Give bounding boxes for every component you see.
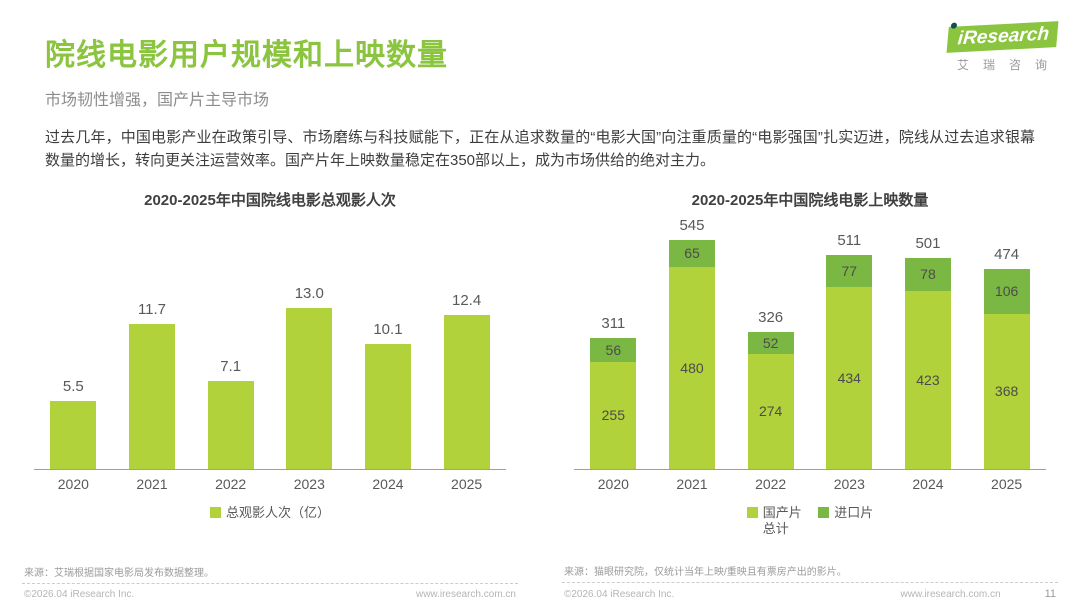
source-note: 来源：艾瑞根据国家电影局发布数据整理。: [24, 568, 214, 579]
x-axis-labels: 2020 2021 2022 2023 2024 2025: [34, 476, 506, 492]
bar-segment: 65: [668, 239, 715, 267]
bar-group: 474 106 368: [983, 245, 1030, 469]
bar-value-label: 13.0: [294, 284, 324, 302]
bar: [443, 314, 490, 469]
x-axis-label: 2024: [372, 475, 404, 492]
bar-segment: 52: [747, 331, 794, 354]
legend-swatch: [209, 506, 221, 518]
x-axis-label: 2023: [833, 475, 865, 492]
bar-value-label: 501: [915, 234, 941, 252]
header: 院线电影用户规模和上映数量 市场韧性增强，国产片主导市场 iResearch 艾…: [0, 0, 1080, 110]
x-axis-label: 2025: [991, 475, 1023, 492]
legend-swatch: [818, 506, 830, 518]
bar-segment: 77: [826, 254, 873, 287]
bar-group: 13.0: [286, 284, 333, 469]
legend-swatch: [746, 506, 758, 518]
chart-title: 2020-2025年中国院线电影总观影人次: [144, 191, 396, 209]
bar-value-label: 511: [837, 231, 862, 249]
logo-chinese-name: 艾瑞咨询: [956, 58, 1061, 72]
bar-group: 326 52 274: [747, 308, 794, 469]
legend: 国产片总计 进口片: [562, 505, 1058, 539]
bar-segment: 106: [983, 268, 1030, 314]
bar-segment: 255: [590, 361, 637, 469]
chart-total-attendance: 2020-2025年中国院线电影总观影人次 5.5 11.7 7.1 13.0 10.1…: [0, 179, 540, 608]
footer-copyright: ©2026.04 iResearch Inc.: [24, 589, 135, 600]
bar-value-label: 545: [679, 216, 705, 234]
bar-value-label: 326: [758, 308, 784, 326]
x-axis-label: 2025: [451, 475, 483, 492]
bar-group: 11.7: [128, 300, 175, 469]
logo-brand-text: iResearch: [956, 23, 1050, 50]
bar: [286, 307, 333, 469]
intro-paragraph: 过去几年，中国电影产业在政策引导、市场磨练与科技赋能下，正在从追求数量的“电影大…: [45, 129, 1035, 170]
bar-value-label: 311: [601, 314, 626, 332]
logo-banner: iResearch: [946, 21, 1058, 53]
chart-title: 2020-2025年中国院线电影上映数量: [691, 191, 929, 209]
legend-item: 国产片总计: [746, 504, 805, 539]
x-axis-label: 2020: [57, 475, 89, 492]
x-axis-label: 2020: [597, 475, 629, 492]
bar-group: 545 65 480: [668, 216, 715, 469]
bar-segment: 78: [904, 257, 951, 291]
legend-label: 国产片总计: [762, 504, 802, 537]
bar-group: 511 77 434: [826, 231, 873, 469]
bar-group: 311 56 255: [590, 314, 637, 469]
bar-group: 5.5: [50, 377, 97, 469]
bar: [50, 400, 97, 469]
x-axis-label: 2021: [676, 475, 708, 492]
plot-area: 5.5 11.7 7.1 13.0 10.1 12.4: [34, 212, 506, 470]
footer-right: ©2026.04 iResearch Inc. www.iresearch.co…: [562, 582, 1058, 608]
plot-area: 311 56 255 545 65 480 326 52 274 511 77 434 501 78 423…: [574, 212, 1046, 470]
bar: [128, 323, 175, 469]
x-axis-label: 2023: [293, 475, 325, 492]
bar-group: 12.4: [443, 291, 490, 469]
x-axis-label: 2021: [136, 475, 168, 492]
x-axis-label: 2022: [215, 475, 247, 492]
bar: [207, 380, 254, 469]
page-subtitle: 市场韧性增强，国产片主导市场: [45, 92, 270, 109]
iresearch-logo: iResearch 艾瑞咨询: [946, 21, 1058, 73]
x-axis-label: 2022: [755, 475, 787, 492]
footer-left: ©2026.04 iResearch Inc. www.iresearch.co…: [22, 583, 518, 608]
bar-value-label: 12.4: [452, 291, 482, 309]
bar-segment: 56: [590, 337, 637, 362]
page-number: 11: [1044, 588, 1056, 600]
bar-segment: 368: [983, 313, 1030, 469]
x-axis-label: 2024: [912, 475, 944, 492]
bar-group: 501 78 423: [904, 234, 951, 469]
bar-group: 7.1: [207, 357, 254, 469]
bar-value-label: 10.1: [373, 320, 403, 338]
footer-website: www.iresearch.com.cn: [415, 589, 516, 600]
legend-label: 进口片: [834, 504, 874, 520]
bar-segment: 434: [826, 286, 873, 469]
legend: 总观影人次（亿）: [22, 505, 518, 537]
bar-segment: 274: [747, 353, 794, 469]
bar-value-label: 474: [994, 245, 1020, 263]
bar-value-label: 7.1: [220, 357, 242, 375]
source-note: 来源：猫眼研究院，仅统计当年上映/重映且有票房产出的影片。: [564, 567, 847, 578]
chart-release-count: 2020-2025年中国院线电影上映数量 311 56 255 545 65 480 326…: [540, 179, 1080, 608]
legend-item: 进口片: [818, 505, 873, 522]
x-axis-labels: 2020 2021 2022 2023 2024 2025: [574, 476, 1046, 492]
bar-segment: 423: [904, 290, 951, 469]
footer-website: www.iresearch.com.cn: [900, 589, 1001, 600]
page-title: 院线电影用户规模和上映数量: [45, 39, 448, 72]
bar-group: 10.1: [364, 320, 411, 469]
charts-row: 2020-2025年中国院线电影总观影人次 5.5 11.7 7.1 13.0 10.1…: [0, 179, 1080, 608]
bar-value-label: 5.5: [62, 377, 84, 395]
legend-label: 总观影人次（亿）: [225, 504, 330, 520]
bar-segment: 480: [668, 266, 715, 469]
bar-value-label: 11.7: [137, 300, 167, 318]
logo-i-dot-icon: [950, 22, 957, 29]
legend-item: 总观影人次（亿）: [209, 504, 330, 522]
footer-copyright: ©2026.04 iResearch Inc.: [564, 589, 675, 600]
bar: [364, 343, 411, 469]
